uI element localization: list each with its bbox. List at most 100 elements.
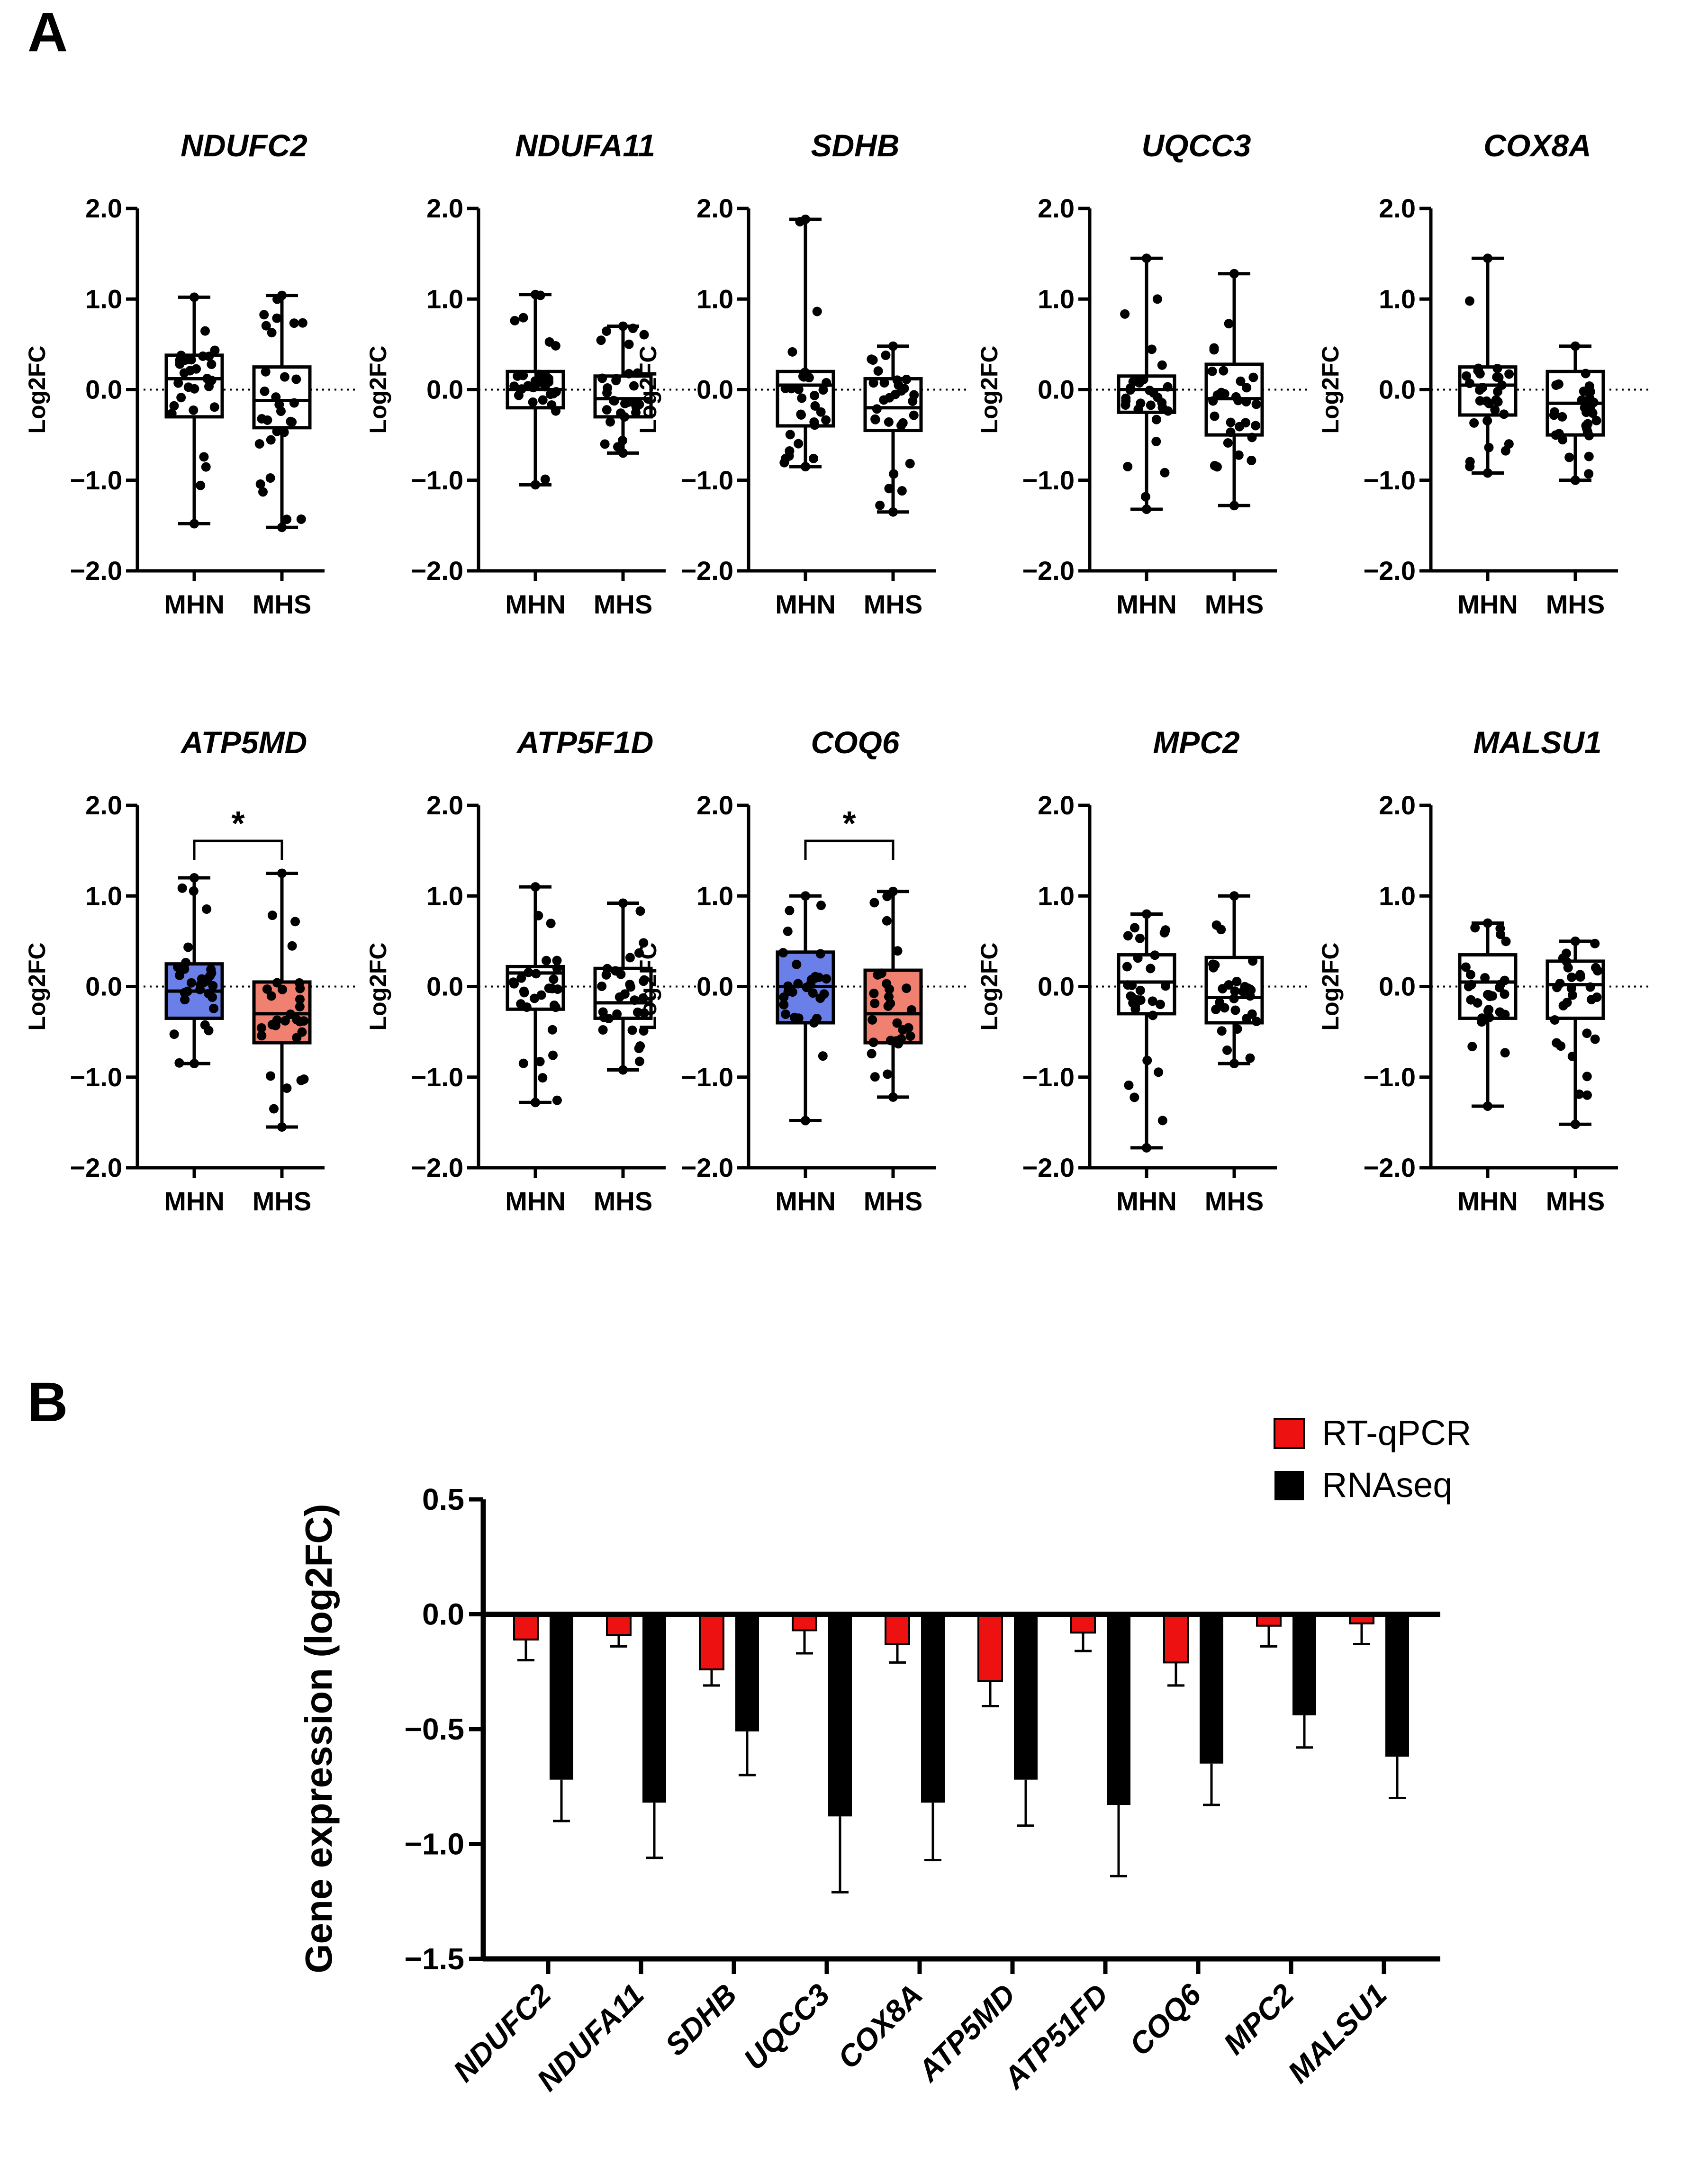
y-tick-label: −2.0: [681, 556, 733, 586]
y-axis-label: Log2FC: [24, 345, 50, 433]
data-point: [822, 974, 831, 984]
data-point: [868, 378, 878, 388]
data-point: [1127, 992, 1137, 1002]
data-point: [272, 978, 282, 988]
y-tick-label: −2.0: [1022, 1153, 1075, 1182]
data-point: [1561, 948, 1571, 958]
data-point: [514, 390, 524, 400]
data-point: [258, 487, 268, 497]
data-point: [1482, 416, 1492, 426]
data-point: [1500, 989, 1509, 999]
data-point: [552, 964, 562, 974]
data-point: [627, 1025, 637, 1035]
data-point: [1135, 933, 1145, 943]
data-point: [1241, 397, 1251, 406]
data-point: [809, 453, 819, 463]
data-point: [870, 415, 880, 424]
data-point: [1209, 345, 1219, 355]
y-tick-label: −2.0: [1363, 1153, 1416, 1182]
y-tick-label: 0.0: [1379, 375, 1416, 405]
data-point: [884, 417, 894, 427]
data-point: [909, 410, 919, 420]
bar-y-tick-label: 0.5: [422, 1482, 464, 1516]
boxplot-uqcc3: UQCC3 2.0 1.0 0.0 −1.0 −2.0 Log2FC MHN MHS: [976, 128, 1310, 619]
data-point: [294, 978, 304, 988]
data-point: [1232, 1024, 1242, 1034]
data-point: [1130, 923, 1139, 933]
data-point: [1242, 383, 1252, 393]
data-point: [893, 946, 903, 956]
data-point: [810, 390, 820, 400]
data-point: [1146, 400, 1156, 410]
data-point: [257, 1031, 267, 1041]
data-point: [618, 1065, 628, 1075]
data-point: [889, 469, 899, 479]
data-point: [269, 1104, 279, 1114]
data-point: [1566, 983, 1576, 993]
data-point: [1210, 460, 1220, 470]
data-point: [1142, 1143, 1151, 1153]
data-point: [779, 458, 789, 468]
data-point: [199, 452, 209, 462]
x-tick-label: MHS: [594, 589, 652, 619]
data-point: [1130, 1001, 1140, 1010]
data-point: [1230, 986, 1240, 996]
legend-swatch-rtqpcr: [1274, 1418, 1305, 1449]
data-point: [783, 926, 793, 936]
data-point: [810, 401, 820, 411]
data-point: [1229, 501, 1239, 511]
data-point: [1208, 396, 1218, 406]
data-point: [638, 993, 648, 1003]
x-tick-label: MHS: [253, 589, 311, 619]
data-point: [267, 328, 277, 338]
data-point: [1157, 360, 1167, 370]
data-point: [620, 398, 630, 408]
data-point: [207, 360, 217, 370]
data-point: [1226, 427, 1236, 437]
significance-marker: *: [842, 805, 856, 843]
data-point: [1235, 422, 1245, 432]
data-point: [795, 216, 805, 226]
data-point: [598, 1025, 608, 1035]
bar-rtqpcr: [977, 1613, 1003, 1682]
data-point: [1469, 418, 1479, 428]
data-point: [624, 339, 634, 349]
data-point: [181, 958, 191, 968]
data-point: [547, 1025, 557, 1035]
data-point: [870, 999, 880, 1009]
data-point: [1467, 1042, 1477, 1052]
data-point: [605, 417, 615, 427]
data-point: [870, 1072, 880, 1082]
data-point: [1127, 980, 1137, 990]
data-point: [1207, 366, 1217, 376]
data-point: [272, 426, 282, 436]
bar-rtqpcr: [513, 1613, 539, 1641]
y-tick-label: 2.0: [1379, 790, 1416, 820]
data-point: [1484, 442, 1494, 452]
data-point: [1500, 1010, 1510, 1019]
data-point: [1142, 253, 1151, 263]
data-point: [611, 966, 621, 976]
y-tick-label: 0.0: [1038, 972, 1075, 1001]
data-point: [1470, 923, 1480, 933]
data-point: [259, 310, 269, 320]
data-point: [286, 416, 296, 426]
data-point: [1211, 1004, 1221, 1014]
data-point: [1554, 379, 1563, 389]
data-point: [818, 1051, 828, 1061]
data-point: [277, 868, 287, 878]
data-point: [1571, 341, 1580, 351]
data-point: [1492, 372, 1502, 382]
y-tick-label: 1.0: [1038, 881, 1075, 911]
data-point: [1229, 1059, 1239, 1069]
y-tick-label: 2.0: [426, 193, 463, 223]
x-tick-label: MHN: [1457, 1186, 1518, 1216]
data-point: [1571, 475, 1580, 485]
data-point: [628, 324, 638, 334]
data-point: [869, 988, 879, 998]
data-point: [1220, 1003, 1229, 1013]
data-point: [613, 442, 623, 452]
boxplot-cox8a: COX8A 2.0 1.0 0.0 −1.0 −2.0 Log2FC MHN MHS: [1317, 128, 1651, 619]
data-point: [1219, 366, 1229, 376]
data-point: [1154, 1067, 1164, 1077]
